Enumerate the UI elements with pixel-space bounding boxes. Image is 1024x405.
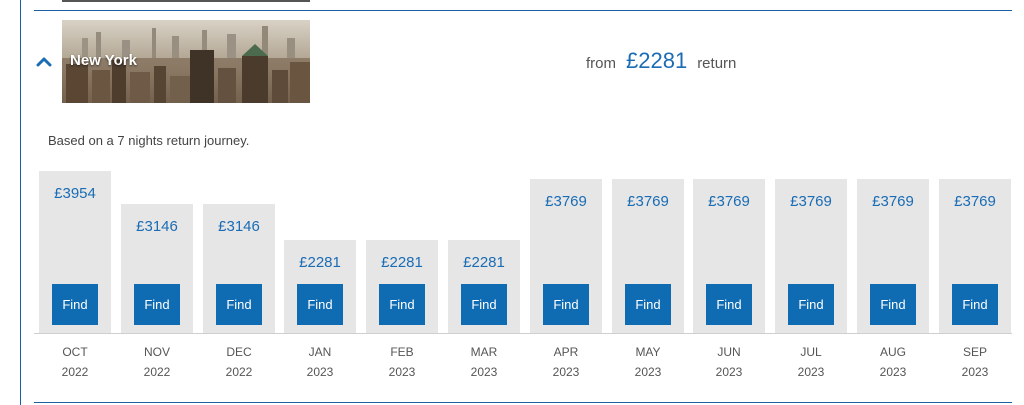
month-column: £3769 Find APR 2023 [530, 0, 602, 405]
month-column: £2281 Find MAR 2023 [448, 0, 520, 405]
month-price: £3769 [872, 192, 914, 210]
year-label: 2023 [306, 365, 334, 379]
month-price: £3954 [54, 185, 96, 202]
month-price: £3769 [954, 192, 996, 210]
city-skyline-image: New York [62, 20, 310, 103]
month-price: £3769 [627, 192, 669, 210]
find-button[interactable]: Find [134, 284, 180, 325]
find-button[interactable]: Find [461, 284, 507, 325]
year-label: 2023 [552, 365, 580, 379]
find-button[interactable]: Find [706, 284, 752, 325]
year-label: 2023 [961, 365, 989, 379]
year-label: 2022 [225, 365, 253, 379]
find-button[interactable]: Find [297, 284, 343, 325]
year-label: 2023 [634, 365, 662, 379]
month-label: AUG [879, 345, 906, 359]
year-label: 2023 [388, 365, 416, 379]
find-button[interactable]: Find [625, 284, 671, 325]
chevron-up-icon[interactable] [36, 54, 52, 68]
month-column: £2281 Find JAN 2023 [284, 0, 356, 405]
month-column: £3769 Find JUN 2023 [693, 0, 765, 405]
year-label: 2023 [715, 365, 743, 379]
year-label: 2023 [879, 365, 907, 379]
month-price: £2281 [381, 254, 423, 271]
month-label: JAN [308, 345, 332, 359]
year-label: 2023 [470, 365, 498, 379]
month-label: SEP [962, 345, 987, 359]
month-price: £3146 [218, 218, 260, 236]
month-label: DEC [226, 345, 252, 359]
previous-destination-image-edge [62, 0, 310, 2]
month-price: £3769 [545, 192, 587, 210]
month-column: £2281 Find FEB 2023 [366, 0, 438, 405]
from-price-line: from £2281 return [586, 48, 736, 74]
left-border [20, 0, 21, 405]
bottom-divider [34, 402, 1012, 403]
destination-city-name: New York [70, 52, 137, 69]
year-label: 2023 [797, 365, 825, 379]
year-label: 2022 [61, 365, 89, 379]
month-price: £3146 [136, 218, 178, 236]
month-label: JUL [800, 345, 822, 359]
from-label: from [586, 55, 616, 72]
find-button[interactable]: Find [788, 284, 834, 325]
find-button[interactable]: Find [52, 284, 98, 325]
month-column: £3146 Find DEC 2022 [203, 0, 275, 405]
month-label: MAY [635, 345, 661, 359]
month-label: NOV [143, 345, 170, 359]
month-price: £3769 [790, 192, 832, 210]
lowest-price: £2281 [626, 48, 688, 73]
month-column: £3769 Find MAY 2023 [612, 0, 684, 405]
month-column: £3769 Find SEP 2023 [939, 0, 1011, 405]
month-label: APR [553, 345, 579, 359]
month-label: OCT [62, 345, 88, 359]
find-button[interactable]: Find [216, 284, 262, 325]
month-label: MAR [470, 345, 498, 359]
month-price: £3769 [708, 192, 750, 210]
top-divider [34, 10, 1012, 11]
journey-note: Based on a 7 nights return journey. [48, 133, 250, 148]
month-column: £3954 Find OCT 2022 [39, 0, 111, 405]
month-label: JUN [717, 345, 741, 359]
year-label: 2022 [143, 365, 171, 379]
find-button[interactable]: Find [952, 284, 998, 325]
month-price: £2281 [299, 254, 341, 271]
month-label: FEB [390, 345, 414, 359]
month-column: £3146 Find NOV 2022 [121, 0, 193, 405]
return-label: return [697, 55, 737, 72]
calendar-baseline [34, 333, 1012, 334]
month-column: £3769 Find JUL 2023 [775, 0, 847, 405]
month-price: £2281 [463, 254, 505, 271]
find-button[interactable]: Find [543, 284, 589, 325]
find-button[interactable]: Find [870, 284, 916, 325]
month-column: £3769 Find AUG 2023 [857, 0, 929, 405]
find-button[interactable]: Find [379, 284, 425, 325]
